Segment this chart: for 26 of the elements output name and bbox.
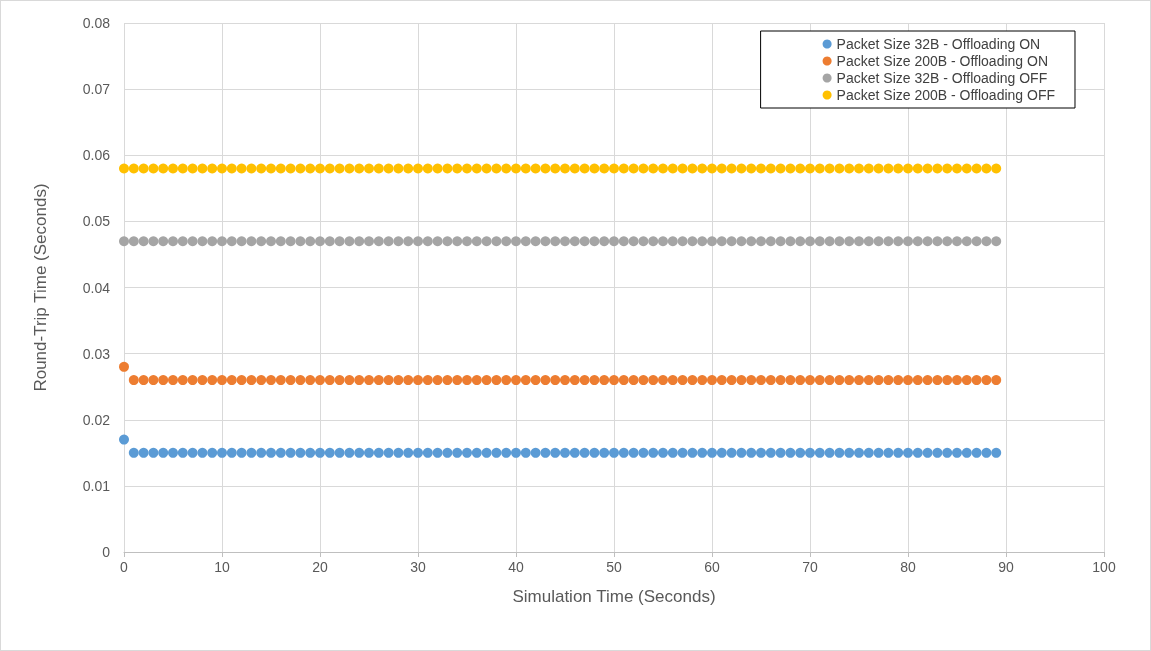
- x-tick-label: 100: [1092, 559, 1116, 575]
- y-tick-label: 0.07: [82, 81, 111, 98]
- x-tick-label: 50: [606, 559, 622, 575]
- y-tick-label: 0.05: [82, 213, 111, 230]
- x-tick-label: 80: [900, 559, 916, 575]
- y-axis-title: Round-Trip Time (Seconds): [31, 183, 50, 392]
- y-tick-label: 0.03: [82, 345, 111, 362]
- y-tick-label: 0.08: [82, 15, 111, 31]
- legend-label: Packet Size 32B - Offloading ON: [836, 36, 1041, 52]
- legend-label: Packet Size 200B - Offloading OFF: [836, 87, 1055, 103]
- y-tick-label: 0: [102, 544, 111, 560]
- y-tick-label: 0.04: [82, 279, 111, 296]
- x-tick-label: 0: [120, 559, 129, 575]
- x-tick-label: 20: [312, 559, 328, 575]
- y-tick-label: 0.02: [82, 411, 111, 428]
- y-tick-label: 0.06: [82, 147, 111, 164]
- x-tick-label: 30: [410, 559, 426, 575]
- x-axis-title: Simulation Time (Seconds): [512, 587, 716, 606]
- y-tick-label: 0.01: [82, 477, 111, 494]
- x-tick-label: 40: [508, 559, 524, 575]
- legend-label: Packet Size 200B - Offloading ON: [836, 53, 1049, 69]
- x-tick-label: 60: [704, 559, 720, 575]
- legend-label: Packet Size 32B - Offloading OFF: [836, 70, 1048, 86]
- x-tick-label: 10: [214, 559, 230, 575]
- x-tick-label: 90: [998, 559, 1014, 575]
- x-tick-label: 70: [802, 559, 818, 575]
